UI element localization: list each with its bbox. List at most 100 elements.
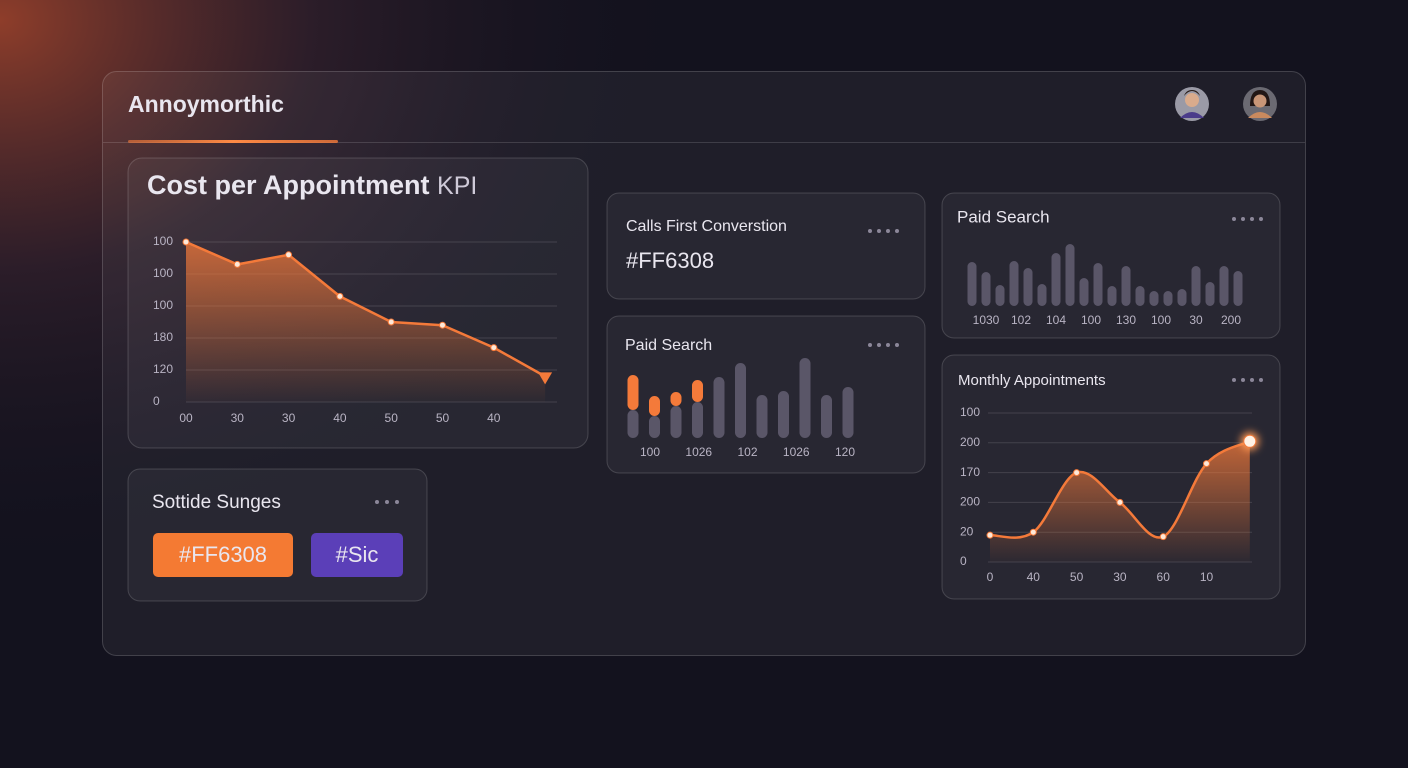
bar (1205, 282, 1215, 306)
card-title: Calls First Converstion (626, 218, 787, 235)
point (387, 318, 395, 326)
area (186, 242, 546, 402)
card-title: Cost per Appointment KPI (147, 170, 477, 200)
bar (821, 395, 832, 438)
bar (1023, 268, 1033, 306)
x-tick-label: 200 (1221, 313, 1241, 327)
bar (627, 410, 639, 438)
x-tick-label: 30 (282, 411, 296, 425)
menu-dots[interactable] (868, 343, 899, 347)
avatar[interactable] (1243, 87, 1277, 121)
bar (1191, 266, 1201, 306)
bar (1037, 284, 1047, 306)
y-tick-label: 100 (153, 298, 173, 312)
bar (713, 377, 725, 438)
bar (981, 272, 991, 306)
x-tick-label: 40 (487, 411, 501, 425)
kpi-value: #FF6308 (626, 248, 714, 273)
button-label[interactable]: #FF6308 (179, 542, 267, 567)
card-title: Paid Search (957, 207, 1050, 226)
point (1243, 434, 1257, 448)
point (1159, 533, 1167, 541)
x-tick-label: 10 (1200, 570, 1214, 584)
menu-dots[interactable] (1232, 378, 1263, 382)
line-arrow (538, 372, 553, 385)
bar (967, 262, 977, 306)
avatar[interactable] (1175, 87, 1209, 121)
y-tick-label: 180 (153, 330, 173, 344)
bar (1051, 253, 1061, 306)
card-title: Monthly Appointments (958, 372, 1106, 389)
bar (1009, 261, 1019, 306)
bar (995, 285, 1005, 306)
main-panel (102, 71, 1306, 656)
y-tick-label: 100 (153, 234, 173, 248)
x-tick-label: 100 (640, 445, 660, 459)
button[interactable]: #FF6308 (153, 533, 293, 577)
x-tick-label: 00 (179, 411, 193, 425)
y-tick-label: 200 (960, 435, 980, 449)
bar (670, 406, 682, 438)
x-tick-label: 1026 (783, 445, 810, 459)
x-tick-label: 1030 (973, 313, 1000, 327)
x-tick-label: 102 (737, 445, 757, 459)
point (490, 344, 498, 352)
bar (692, 402, 703, 438)
menu-dots[interactable] (375, 500, 399, 504)
x-tick-label: 50 (385, 411, 399, 425)
x-tick-label: 60 (1157, 570, 1171, 584)
y-tick-label: 20 (960, 524, 974, 538)
bar (1121, 266, 1131, 306)
area (990, 441, 1250, 562)
x-tick-label: 40 (1027, 570, 1041, 584)
y-tick-label: 0 (153, 394, 160, 408)
x-tick-label: 102 (1011, 313, 1031, 327)
bar (799, 358, 811, 438)
point (1203, 460, 1210, 468)
menu-dots[interactable] (868, 229, 899, 233)
x-tick-label: 30 (1113, 570, 1127, 584)
point (1073, 469, 1081, 477)
bar (735, 363, 746, 438)
title-main: Cost per Appointment (147, 170, 430, 200)
y-tick-label: 0 (960, 554, 967, 568)
line (185, 240, 546, 378)
point (986, 531, 994, 539)
bar (1233, 271, 1243, 306)
point (233, 260, 241, 268)
x-tick-label: 50 (1070, 570, 1084, 584)
bar (756, 395, 768, 438)
menu-dots[interactable] (1232, 217, 1263, 221)
bar (1135, 286, 1145, 306)
y-tick-label: 120 (153, 362, 173, 376)
point (1116, 498, 1124, 506)
calls-card (606, 192, 926, 300)
y-tick-label: 100 (960, 405, 980, 419)
bar (649, 396, 660, 416)
bar (1065, 244, 1075, 306)
x-tick-label: 1026 (685, 445, 712, 459)
bar (1219, 266, 1229, 306)
button[interactable]: #Sic (311, 533, 403, 577)
x-tick-label: 40 (333, 411, 347, 425)
x-tick-label: 30 (1189, 313, 1203, 327)
bar (842, 387, 854, 438)
x-tick-label: 30 (231, 411, 245, 425)
bar (1079, 278, 1089, 306)
x-tick-label: 100 (1151, 313, 1171, 327)
bar (1149, 291, 1159, 306)
y-tick-label: 170 (960, 465, 980, 479)
title-suffix: KPI (437, 172, 477, 200)
point (182, 238, 190, 246)
bar (649, 416, 660, 438)
bar (670, 392, 682, 406)
card-title: Sottide Sunges (152, 492, 281, 513)
bar (692, 380, 703, 402)
x-tick-label: 100 (1081, 313, 1101, 327)
tab-underline (128, 140, 338, 143)
button-label[interactable]: #Sic (336, 542, 379, 567)
bar (1177, 289, 1187, 306)
point (285, 251, 293, 259)
x-tick-label: 120 (835, 445, 855, 459)
bar (1107, 286, 1117, 306)
